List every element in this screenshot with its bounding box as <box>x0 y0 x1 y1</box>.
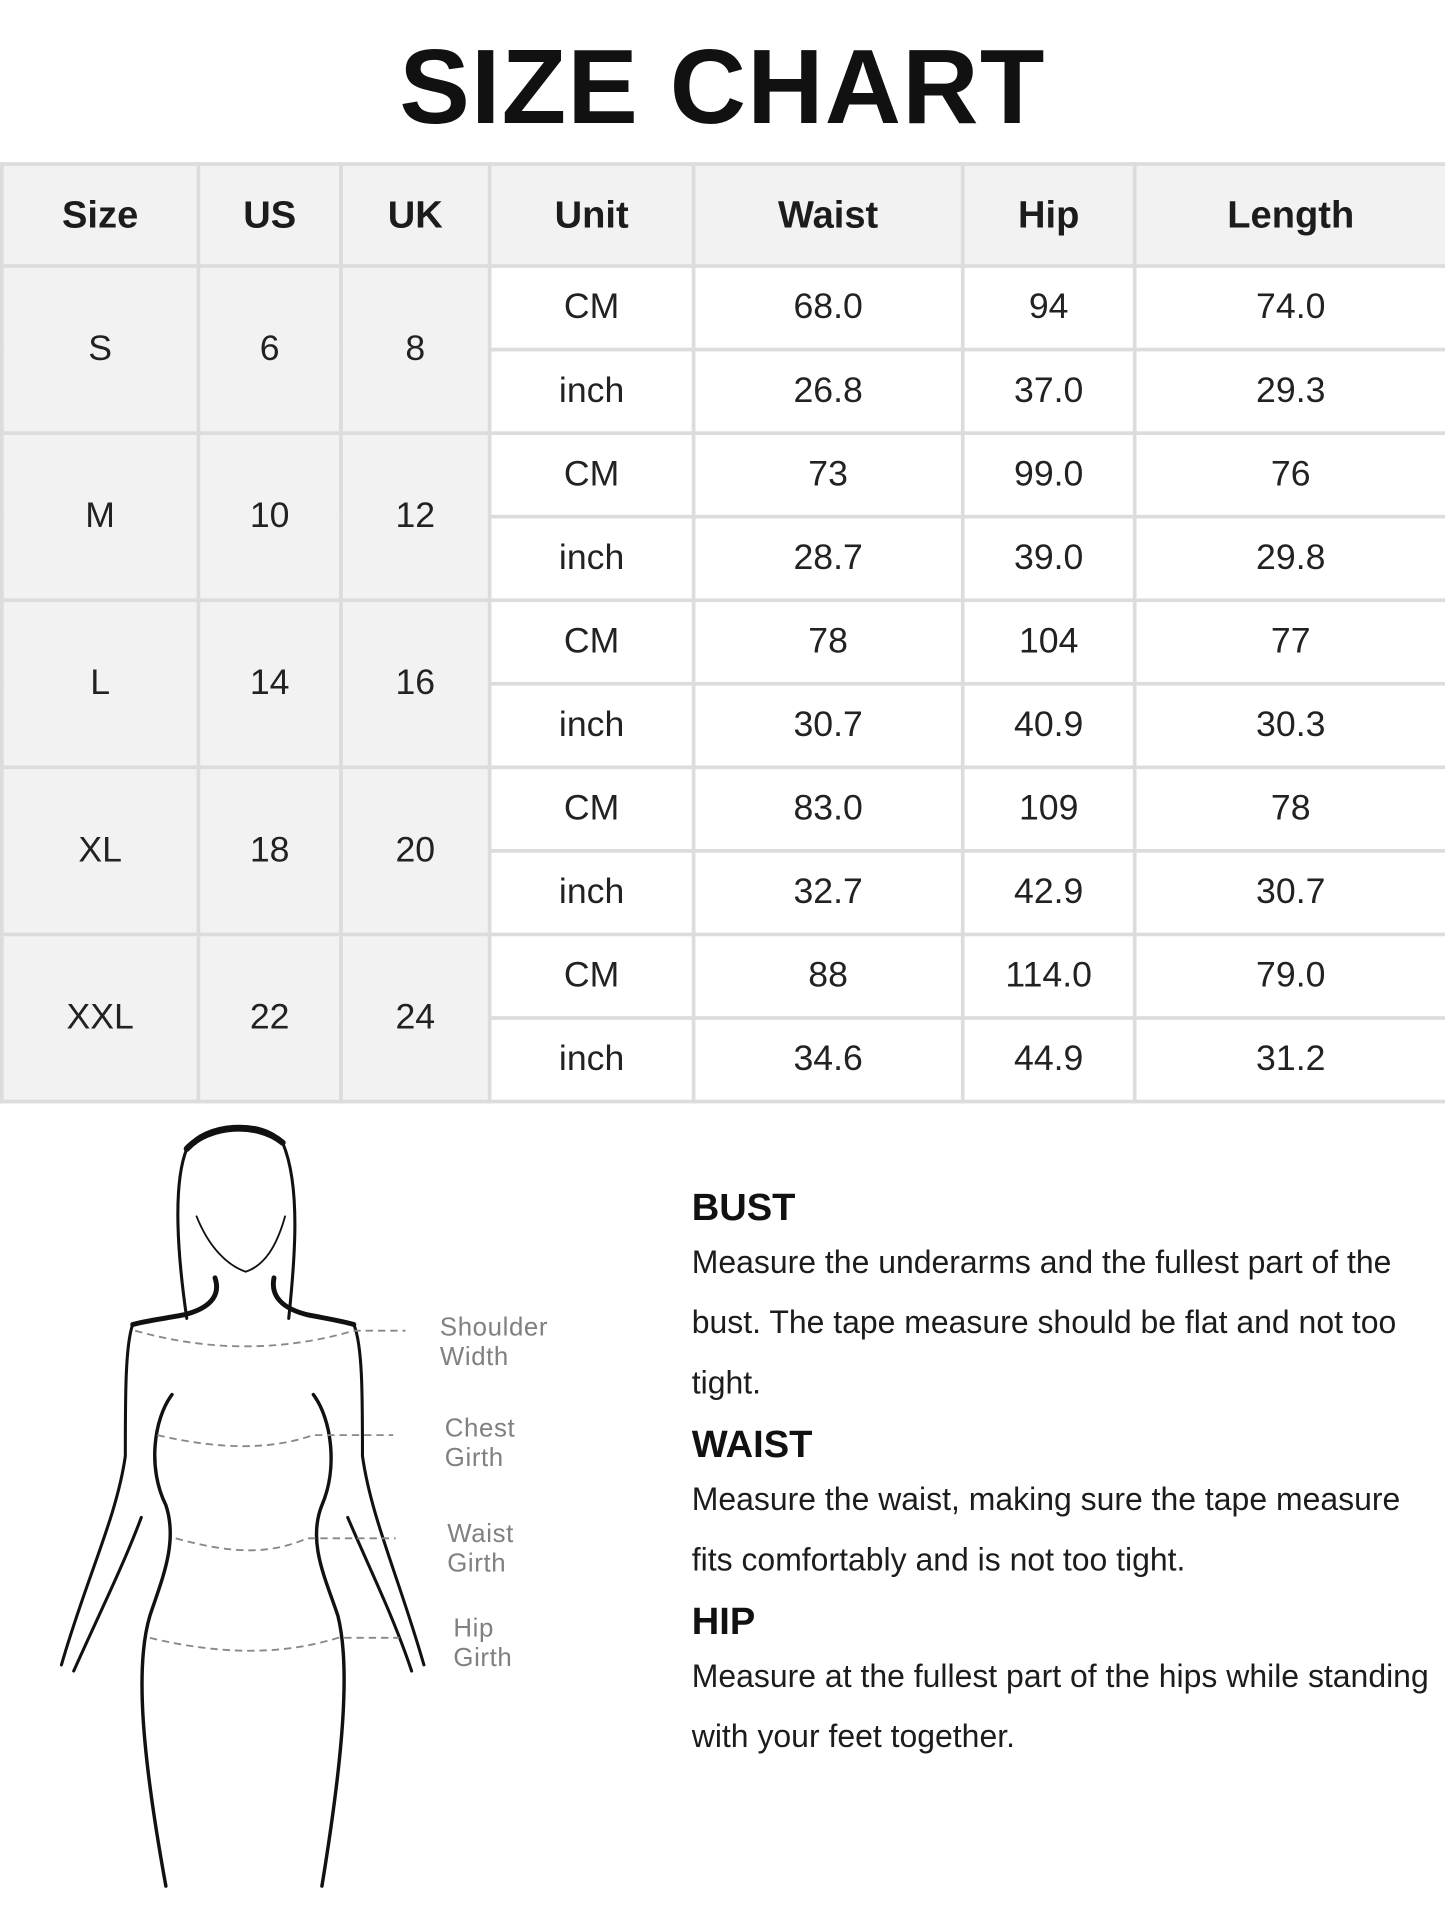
cell-uk: 24 <box>339 932 492 1104</box>
cell-cm-waist: 78 <box>691 598 965 686</box>
label-chest-girth: Chest Girth <box>444 1414 516 1472</box>
cell-inch-length: 31.2 <box>1132 1016 1445 1104</box>
cell-inch-waist: 34.6 <box>691 1016 965 1104</box>
header-waist: Waist <box>691 162 965 268</box>
header-length: Length <box>1132 162 1445 268</box>
cell-inch-length: 30.3 <box>1132 681 1445 770</box>
cell-inch-length: 30.7 <box>1132 849 1445 937</box>
cell-cm-unit: CM <box>487 765 696 853</box>
cell-cm-length: 78 <box>1132 765 1445 853</box>
header-unit: Unit <box>487 162 696 268</box>
cell-size: XL <box>0 765 201 937</box>
cell-cm-unit: CM <box>487 598 696 686</box>
cell-inch-length: 29.8 <box>1132 514 1445 603</box>
woman-silhouette-icon <box>59 1124 426 1888</box>
cell-cm-length: 76 <box>1132 431 1445 519</box>
table-row: inch 26.8 37.0 29.3 <box>2 347 1445 435</box>
waist-heading: WAIST <box>691 1422 813 1466</box>
label-shoulder-width: Shoulder Width <box>439 1313 549 1372</box>
label-hip-girth: Hip Girth <box>453 1614 513 1673</box>
header-hip: Hip <box>960 162 1137 268</box>
cell-cm-hip: 109 <box>960 765 1137 853</box>
cell-inch-unit: inch <box>487 514 696 603</box>
cell-cm-length: 77 <box>1132 598 1445 686</box>
bust-text: Measure the underarms and the fullest pa… <box>691 1243 1397 1401</box>
cell-inch-hip: 37.0 <box>960 347 1137 435</box>
cell-us: 6 <box>196 264 343 435</box>
table-row: inch 28.7 39.0 29.8 <box>2 514 1445 603</box>
cell-inch-waist: 32.7 <box>691 849 965 937</box>
cell-cm-waist: 88 <box>691 932 965 1020</box>
cell-cm-unit: CM <box>487 932 696 1020</box>
label-waist-girth: Waist Girth <box>447 1519 514 1578</box>
cell-inch-unit: inch <box>487 681 696 770</box>
cell-us: 18 <box>196 765 343 937</box>
cell-size: L <box>0 598 201 770</box>
size-table: Size US UK Unit Waist Hip Length S 6 8 CM 68… <box>0 162 1445 1104</box>
cell-size: XXL <box>0 932 201 1104</box>
cell-cm-waist: 73 <box>691 431 965 519</box>
cell-uk: 16 <box>339 598 492 770</box>
cell-cm-hip: 99.0 <box>960 431 1137 519</box>
cell-cm-hip: 94 <box>960 264 1137 352</box>
cell-inch-hip: 42.9 <box>960 849 1137 937</box>
bust-heading: BUST <box>691 1185 796 1229</box>
cell-inch-unit: inch <box>487 347 696 435</box>
table-row: L 14 16 CM 78 104 77 <box>0 598 1445 770</box>
cell-inch-hip: 44.9 <box>960 1016 1137 1104</box>
header-uk: UK <box>339 162 492 268</box>
cell-inch-waist: 30.7 <box>691 681 965 770</box>
cell-inch-waist: 26.8 <box>691 347 965 435</box>
hip-text: Measure at the fullest part of the hips … <box>691 1657 1429 1755</box>
table-row: inch 34.6 44.9 31.2 <box>2 1016 1445 1104</box>
table-row: XL 18 20 CM 83.0 109 78 <box>0 765 1445 937</box>
cell-inch-hip: 39.0 <box>960 514 1137 603</box>
cell-us: 14 <box>196 598 343 770</box>
measurement-guide: BUST Measure the underarms and the fulle… <box>692 1183 1429 1774</box>
cell-size: M <box>0 431 201 603</box>
table-row: S 6 8 CM 68.0 94 74.0 <box>0 264 1445 435</box>
table-header-row: Size US UK Unit Waist Hip Length <box>0 162 1445 268</box>
cell-us: 22 <box>196 932 343 1104</box>
body-measurement-figure: Shoulder Width Chest Girth Waist Girth H… <box>49 1112 547 1911</box>
cell-cm-unit: CM <box>487 264 696 352</box>
cell-uk: 20 <box>339 765 492 937</box>
cell-cm-length: 74.0 <box>1132 264 1445 352</box>
cell-inch-unit: inch <box>487 1016 696 1104</box>
header-us: US <box>196 162 343 268</box>
cell-inch-waist: 28.7 <box>691 514 965 603</box>
cell-cm-waist: 83.0 <box>691 765 965 853</box>
cell-uk: 12 <box>339 431 492 603</box>
cell-size: S <box>0 264 201 435</box>
cell-inch-unit: inch <box>487 849 696 937</box>
cell-cm-hip: 104 <box>960 598 1137 686</box>
table-row: inch 32.7 42.9 30.7 <box>2 849 1445 937</box>
table-row: inch 30.7 40.9 30.3 <box>2 681 1445 770</box>
cell-us: 10 <box>196 431 343 603</box>
cell-uk: 8 <box>339 264 492 435</box>
table-row: XXL 22 24 CM 88 114.0 79.0 <box>0 932 1445 1104</box>
cell-inch-hip: 40.9 <box>960 681 1137 770</box>
header-size: Size <box>0 162 201 268</box>
cell-cm-length: 79.0 <box>1132 932 1445 1020</box>
cell-inch-length: 29.3 <box>1132 347 1445 435</box>
page-title: SIZE CHART <box>399 28 1046 147</box>
hip-heading: HIP <box>691 1599 756 1643</box>
waist-text: Measure the waist, making sure the tape … <box>691 1480 1401 1578</box>
cell-cm-waist: 68.0 <box>691 264 965 352</box>
cell-cm-hip: 114.0 <box>960 932 1137 1020</box>
table-row: M 10 12 CM 73 99.0 76 <box>0 431 1445 603</box>
cell-cm-unit: CM <box>487 431 696 519</box>
